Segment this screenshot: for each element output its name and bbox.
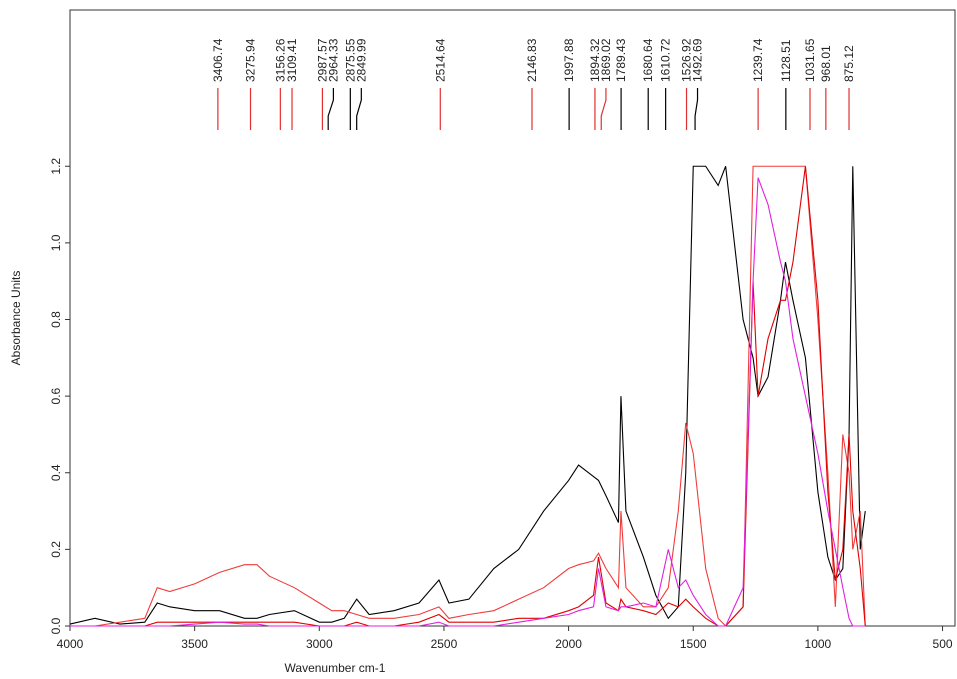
peak-label: 1894.32: [588, 38, 602, 82]
peak-marker: [327, 88, 334, 130]
y-tick-label: 0.8: [49, 311, 63, 328]
peak-label: 1789.43: [614, 38, 628, 82]
x-tick-label: 3500: [181, 637, 208, 651]
peak-label: 1869.02: [599, 38, 613, 82]
peak-label: 2875.55: [343, 38, 357, 82]
peak-label: 968.01: [819, 45, 833, 82]
peak-marker: [694, 88, 699, 130]
y-tick-label: 1.0: [49, 234, 63, 251]
peak-label: 1239.74: [751, 38, 765, 82]
x-tick-label: 2500: [431, 637, 458, 651]
peak-label: 1997.88: [562, 38, 576, 82]
peak-label: 3406.74: [211, 38, 225, 82]
x-tick-label: 4000: [57, 637, 84, 651]
peak-label: 3156.26: [273, 38, 287, 82]
y-tick-label: 0.6: [49, 387, 63, 404]
peak-label: 1610.72: [659, 38, 673, 82]
spectrum-line: [70, 177, 866, 627]
peak-label: 1031.65: [803, 38, 817, 82]
y-tick-label: 1.2: [49, 158, 63, 175]
peak-label: 2514.64: [433, 38, 447, 82]
peak-label: 1128.51: [779, 39, 793, 82]
peak-label: 875.12: [842, 45, 856, 82]
y-tick-label: 0.4: [49, 464, 63, 481]
x-tick-label: 1500: [680, 637, 707, 651]
spectrum-line: [69, 165, 866, 625]
peak-label: 2987.57: [315, 38, 329, 82]
spectrum-line: [70, 166, 866, 627]
x-tick-label: 500: [933, 637, 953, 651]
y-tick-label: 0.0: [49, 617, 63, 634]
peak-label: 3109.41: [285, 38, 299, 82]
peak-label: 2146.83: [525, 38, 539, 82]
plot-frame: [69, 9, 956, 627]
peak-label: 1492.69: [691, 38, 705, 82]
y-axis-title: Absorbance Units: [9, 271, 23, 366]
x-tick-label: 2000: [555, 637, 582, 651]
peak-label: 1526.92: [680, 38, 694, 82]
peak-label: 3275.94: [244, 38, 258, 82]
peak-marker: [600, 88, 607, 130]
peak-label: 1680.64: [641, 38, 655, 82]
x-axis-title: Wavenumber cm-1: [285, 661, 386, 675]
peak-label: 2849.99: [354, 38, 368, 82]
x-tick-label: 3000: [306, 637, 333, 651]
x-tick-label: 1000: [805, 637, 832, 651]
peak-marker: [356, 88, 362, 130]
peak-label: 2964.33: [326, 38, 340, 82]
y-tick-label: 0.2: [49, 541, 63, 558]
spectrum-line: [70, 165, 866, 627]
